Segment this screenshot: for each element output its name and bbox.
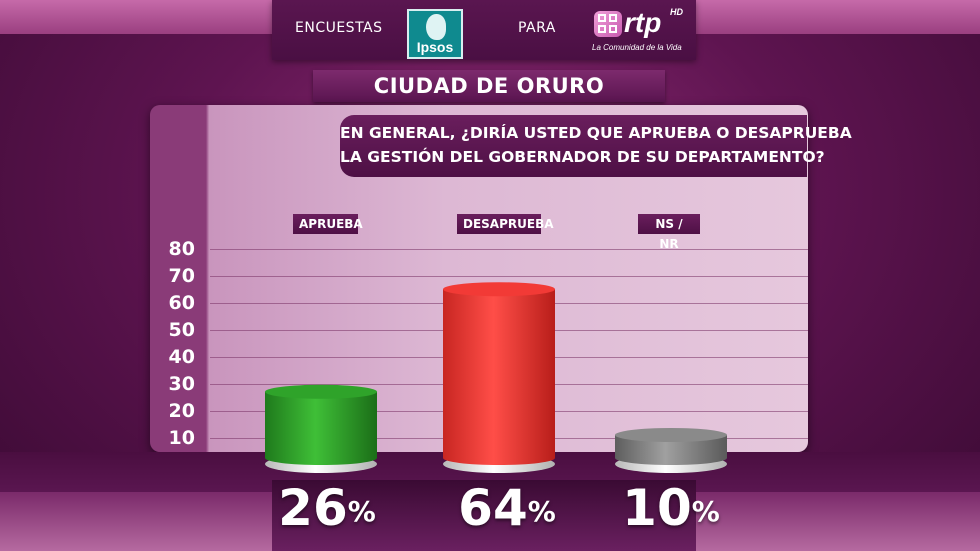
- y-tick-70: 70: [168, 265, 195, 287]
- y-tick-10: 10: [168, 427, 195, 449]
- value-label-nsnr: 10%: [622, 479, 720, 537]
- bar-aprueba: [265, 391, 377, 458]
- rtp-logo: rtp HD La Comunidad de la Vida: [592, 7, 702, 57]
- question-line-2: LA GESTIÓN DEL GOBERNADOR DE SU DEPARTAM…: [340, 148, 825, 166]
- bar-bottom-aprueba: [265, 451, 377, 465]
- bar-top-nsnr: [615, 428, 727, 442]
- rtp-tagline: La Comunidad de la Vida: [592, 43, 682, 52]
- bar-desaprueba: [443, 289, 555, 458]
- value-label-desaprueba: 64%: [458, 479, 556, 537]
- rtp-hd-text: HD: [670, 7, 683, 17]
- category-label-aprueba: APRUEBA: [293, 214, 363, 234]
- question-line-1: EN GENERAL, ¿DIRÍA USTED QUE APRUEBA O D…: [340, 124, 852, 142]
- header-bar: [272, 0, 696, 60]
- rtp-grid-icon: [594, 11, 622, 37]
- y-tick-40: 40: [168, 346, 195, 368]
- ipsos-brand-text: Ipsos: [416, 39, 454, 55]
- y-tick-60: 60: [168, 292, 195, 314]
- rtp-brand-text: rtp: [624, 7, 662, 38]
- city-title: CIUDAD DE ORURO: [313, 70, 665, 102]
- bar-bottom-nsnr: [615, 451, 727, 465]
- gridline-80: [210, 249, 808, 250]
- value-label-aprueba: 26%: [278, 479, 376, 537]
- para-label: PARA: [518, 20, 556, 36]
- y-tick-80: 80: [168, 238, 195, 260]
- bottom-center-band: [272, 480, 696, 551]
- gridline-70: [210, 276, 808, 277]
- bar-bottom-desaprueba: [443, 451, 555, 465]
- question-box: EN GENERAL, ¿DIRÍA USTED QUE APRUEBA O D…: [340, 115, 852, 177]
- encuestas-label: ENCUESTAS: [295, 20, 383, 36]
- y-tick-30: 30: [168, 373, 195, 395]
- ipsos-head-icon: [426, 14, 446, 40]
- bar-top-desaprueba: [443, 282, 555, 297]
- bar-top-aprueba: [265, 384, 377, 399]
- category-label-nsnr: NS / NR: [638, 214, 700, 251]
- ipsos-logo: Ipsos: [407, 9, 463, 59]
- y-tick-20: 20: [168, 400, 195, 422]
- y-tick-50: 50: [168, 319, 195, 341]
- category-label-desaprueba: DESAPRUEBA: [457, 214, 554, 234]
